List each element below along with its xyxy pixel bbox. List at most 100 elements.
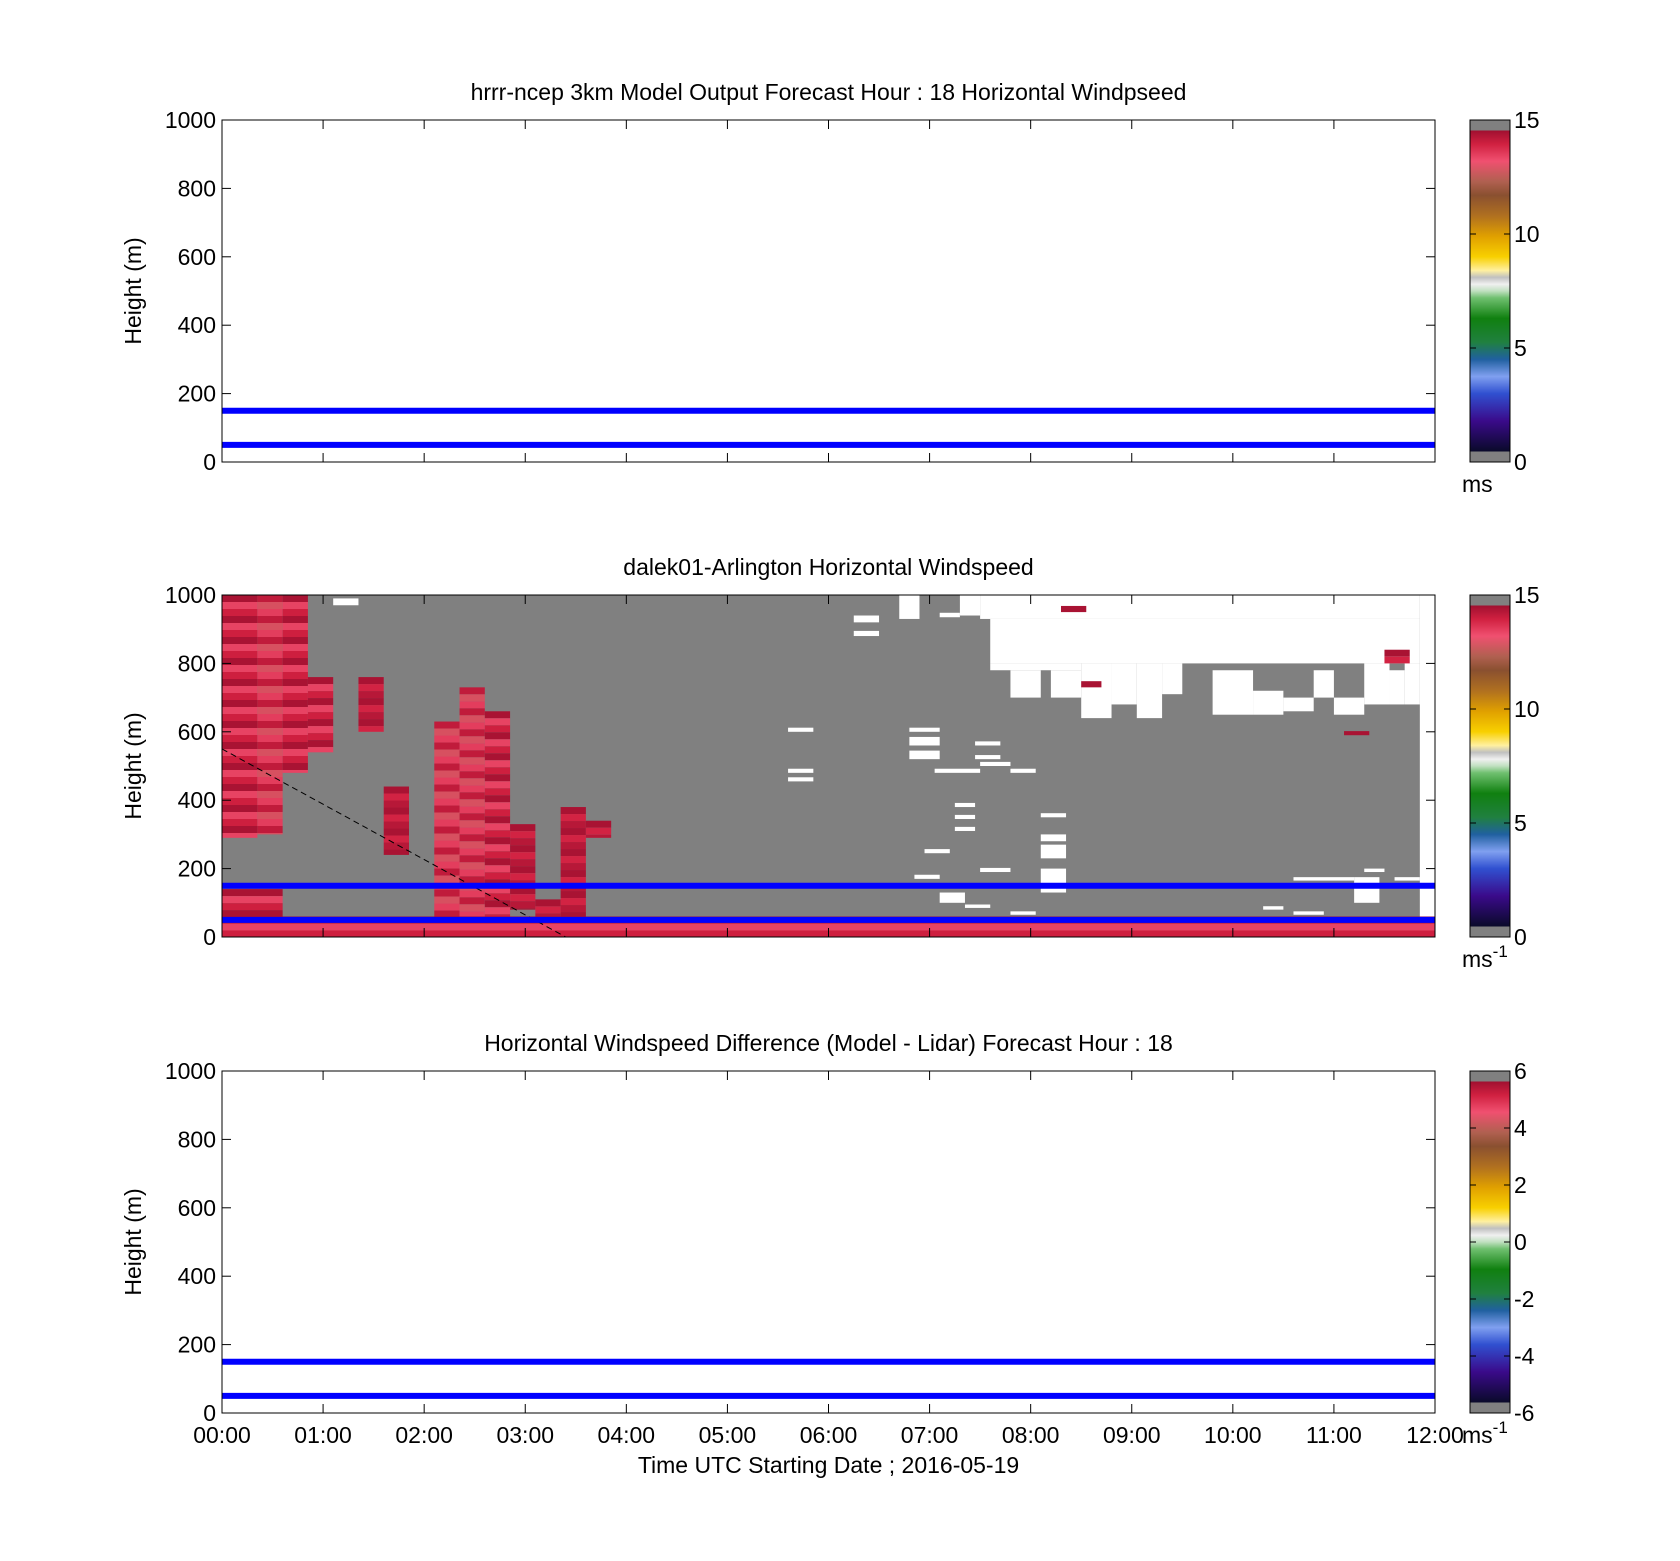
heatmap-cell [560,835,586,843]
heatmap-cell [257,826,283,833]
heatmap-cell [222,742,258,749]
missing-data-cell [1040,834,1067,842]
heatmap-cell [282,707,308,714]
heatmap-cell [1060,605,1087,613]
y-axis-label: Height (m) [120,712,146,819]
heatmap-cell [560,863,586,871]
y-tick-label: 800 [178,175,216,201]
heatmap-cell [459,764,485,772]
heatmap-cell [434,728,460,736]
heatmap-cell [510,859,536,867]
missing-data-cell [333,598,359,606]
heatmap-cell [434,756,460,764]
heatmap-cell [222,923,1435,931]
heatmap-cell [222,700,258,707]
heatmap-cell [484,802,511,810]
heatmap-cell [282,595,308,602]
heatmap-cell [484,746,511,754]
heatmap-cell [257,700,283,707]
colorbar-unit: ms-1 [1462,942,1508,972]
heatmap-cell [459,694,485,702]
heatmap-cell [222,665,258,672]
heatmap-cell [222,777,258,784]
heatmap-cell [222,693,258,700]
missing-data-cell [1253,690,1284,715]
heatmap-cell [484,753,511,761]
heatmap-cell [282,763,308,770]
heatmap-cell [222,637,258,644]
y-tick-label: 1000 [165,1058,216,1084]
heatmap-cell [282,770,308,773]
missing-data-cell [788,768,814,773]
heatmap-cell [222,616,258,623]
heatmap-cell [459,806,485,814]
missing-data-cell [1136,663,1163,719]
missing-data-cell [975,755,1001,760]
heatmap-cell [222,889,283,897]
y-axis-label: Height (m) [120,1188,146,1295]
heatmap-cell [307,740,334,748]
heatmap-cell [459,834,485,842]
y-tick-label: 0 [203,924,216,950]
heatmap-cell [484,718,511,726]
missing-data-cell [1050,670,1082,698]
heatmap-cell [257,742,283,749]
x-tick-label: 02:00 [395,1422,453,1448]
heatmap-cell [307,747,334,753]
panel-3: 0 200 400 600 800 1000 00:00 01:00 02:00 03:00 04:… [120,1030,1535,1448]
missing-data-cell [990,618,1420,664]
heatmap-cell [222,735,258,742]
heatmap-cell [434,875,460,883]
x-axis-label: Time UTC Starting Date ; 2016-05-19 [638,1452,1019,1478]
heatmap-cell [282,686,308,693]
colorbar-tick-label: -4 [1514,1343,1535,1369]
heatmap-cell [535,899,561,907]
heatmap-cell [282,602,308,609]
heatmap-cell [257,637,283,644]
heatmap-cell [222,805,258,812]
colorbar-unit: ms [1462,471,1493,497]
colorbar: -6 -4 -2 0 2 4 6 ms-1 [1462,1058,1535,1448]
heatmap-cell [257,728,283,735]
heatmap-cell [434,847,460,855]
heatmap-cell [257,679,283,686]
heatmap-cell [560,828,586,836]
colorbar: 0 5 10 15 ms [1462,107,1540,497]
colorbar-tick-label: 15 [1514,107,1540,133]
missing-data-cell [788,727,814,732]
heatmap-cell [383,814,410,822]
missing-data-cell [1364,868,1385,873]
heatmap-cell [560,891,586,899]
colorbar-tick-label: 0 [1514,1229,1527,1255]
heatmap-cell [484,837,511,845]
y-tick-label: 0 [203,449,216,475]
missing-data-cell [939,892,965,903]
heatmap-cell [484,886,511,894]
heatmap-cell [459,722,485,730]
heatmap-cell [484,767,511,775]
missing-data-cell [1404,663,1420,705]
heatmap-cell [510,845,536,853]
heatmap-cell [585,834,612,838]
plot-content [222,1358,1435,1399]
heatmap-cell [257,651,283,658]
missing-data-cell [1293,911,1324,915]
heatmap-cell [257,784,283,791]
colorbar-gradient [1469,594,1511,938]
heatmap-cell [358,726,384,732]
heatmap-cell [307,726,334,734]
heatmap-cell [222,833,258,838]
heatmap-cell [434,749,460,757]
heatmap-cell [560,870,586,878]
heatmap-cell [560,821,586,829]
missing-data-cell [1010,768,1036,773]
heatmap-cell [459,785,485,793]
heatmap-cell [257,616,283,623]
missing-data-cell [1010,911,1036,915]
missing-data-cell [980,761,1011,766]
heatmap-cell [1384,656,1410,664]
heatmap-cell [434,763,460,771]
x-tick-label: 01:00 [294,1422,352,1448]
plot-content [222,407,1435,448]
missing-data-cell [1010,670,1041,698]
